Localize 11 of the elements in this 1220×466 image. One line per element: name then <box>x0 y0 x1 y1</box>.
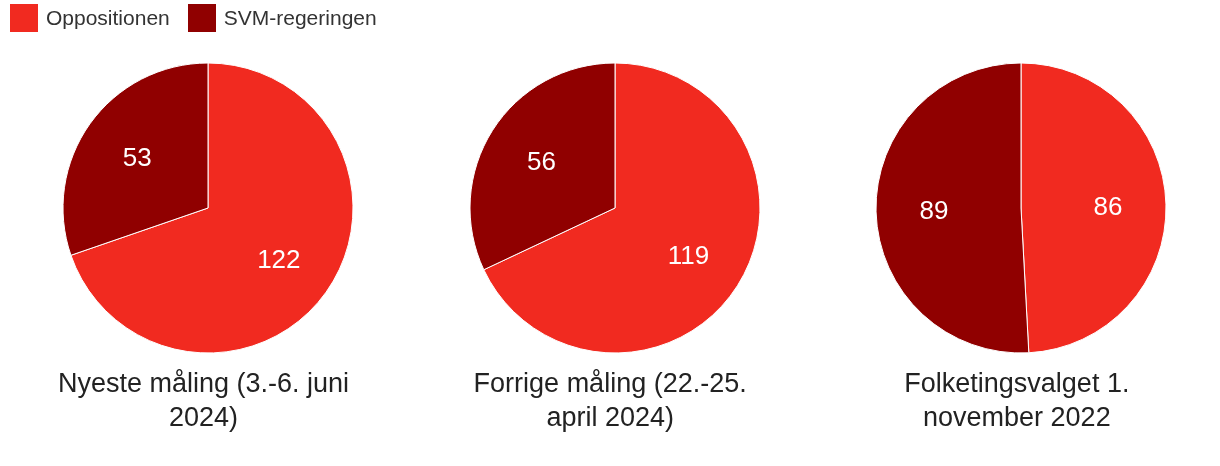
data-label: 89 <box>919 195 949 226</box>
data-label: 122 <box>257 243 301 274</box>
text: Folketingsvalget 1. november 2022 <box>903 367 1131 434</box>
data-label: 86 <box>1093 190 1123 221</box>
data-label: 119 <box>667 239 709 270</box>
data-label: 53 <box>122 142 152 173</box>
text: Nyeste måling (3.-6. juni 2024) <box>56 367 351 434</box>
data-label: 56 <box>526 146 556 177</box>
legend-label: SVM-regeringen <box>223 6 377 30</box>
text: Forrige måling (22.-25. april 2024) <box>472 367 748 434</box>
legend-label: Oppositionen <box>46 6 170 30</box>
